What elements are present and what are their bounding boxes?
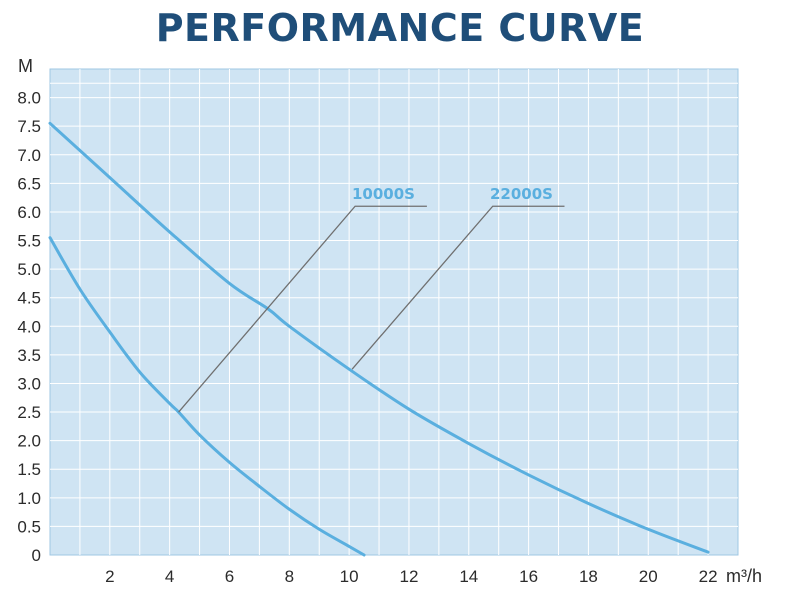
y-tick-label: 7.5 <box>17 117 41 136</box>
series-label-10000S: 10000S <box>352 185 415 203</box>
series-label-22000S: 22000S <box>490 185 553 203</box>
y-tick-label: 3.5 <box>17 346 41 365</box>
y-tick-label: 5.0 <box>17 260 41 279</box>
leader-22000S <box>351 205 565 370</box>
y-tick-label: 5.5 <box>17 232 41 251</box>
x-tick-label: 2 <box>105 567 114 586</box>
y-axis-unit: M <box>18 56 33 76</box>
y-tick-labels: 0 0.5 1.0 1.5 2.0 2.5 3.0 3.5 4.0 4.5 5.0 5.5 6.0 6.5… <box>17 89 41 565</box>
x-axis-unit: m³/h <box>726 566 762 586</box>
y-tick-label: 7.0 <box>17 146 41 165</box>
y-tick-label: 6.5 <box>17 174 41 193</box>
y-tick-label: 2.5 <box>17 403 41 422</box>
page-title: PERFORMANCE CURVE <box>155 6 645 50</box>
x-tick-label: 6 <box>225 567 234 586</box>
x-tick-label: 14 <box>459 567 478 586</box>
x-tick-labels: 2 4 6 8 10 12 14 16 18 20 22 <box>105 567 717 586</box>
y-tick-label: 4.0 <box>17 317 41 336</box>
x-tick-label: 18 <box>579 567 598 586</box>
y-tick-label: 0.5 <box>17 517 41 536</box>
x-tick-label: 16 <box>519 567 538 586</box>
x-tick-label: 10 <box>340 567 359 586</box>
grid-lines <box>50 69 738 555</box>
plot-area <box>49 68 739 556</box>
y-tick-label: 1.5 <box>17 460 41 479</box>
y-tick-label: 4.5 <box>17 289 41 308</box>
x-tick-label: 12 <box>399 567 418 586</box>
y-tick-label: 8.0 <box>17 89 41 108</box>
curve-22000S <box>48 121 710 554</box>
leader-lines <box>178 205 565 413</box>
x-tick-label: 4 <box>165 567 174 586</box>
y-tick-label: 6.0 <box>17 203 41 222</box>
curve-10000S <box>48 236 366 557</box>
y-tick-label: 2.0 <box>17 432 41 451</box>
x-tick-label: 22 <box>699 567 718 586</box>
x-tick-label: 20 <box>639 567 658 586</box>
leader-10000S <box>178 205 427 413</box>
y-tick-label: 0 <box>32 546 41 565</box>
x-tick-label: 8 <box>285 567 294 586</box>
y-tick-label: 3.0 <box>17 374 41 393</box>
curves <box>48 121 710 557</box>
y-tick-label: 1.0 <box>17 489 41 508</box>
